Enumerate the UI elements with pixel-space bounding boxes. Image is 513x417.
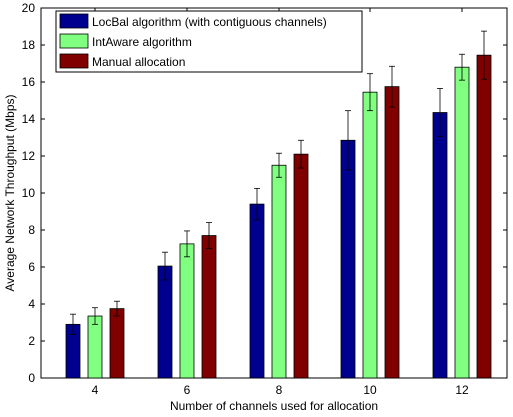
bar-series-1-6 — [157, 265, 173, 379]
y-tick-label: 10 — [22, 186, 36, 200]
bar-series-2-12 — [454, 66, 470, 379]
y-tick-label: 18 — [22, 38, 36, 52]
bars — [65, 54, 492, 379]
y-tick-label: 20 — [22, 1, 36, 15]
legend-swatch — [59, 33, 89, 49]
bar-series-3-8 — [293, 153, 309, 379]
legend-swatch — [59, 13, 89, 29]
error-bars — [70, 30, 487, 335]
bar-series-3-6 — [201, 235, 217, 379]
bar-series-3-10 — [384, 86, 400, 379]
x-tick-label: 4 — [92, 383, 99, 397]
y-axis-label: Average Network Throughput (Mbps) — [3, 95, 17, 292]
y-tick-label: 6 — [28, 260, 35, 274]
y-tick-label: 8 — [28, 223, 35, 237]
x-axis-label: Number of channels used for allocation — [170, 399, 378, 413]
y-axis: 0 2 4 6 8 10 12 14 16 18 20 — [22, 1, 507, 385]
bar-series-2-8 — [271, 164, 287, 379]
bar-series-2-4 — [87, 315, 103, 379]
legend-label: Manual allocation — [92, 55, 185, 69]
bar-series-1-10 — [340, 139, 356, 379]
x-tick-label: 12 — [455, 383, 469, 397]
bar-series-1-8 — [249, 203, 265, 379]
legend-label: LocBal algorithm (with contiguous channe… — [92, 15, 327, 29]
x-tick-label: 8 — [276, 383, 283, 397]
y-tick-label: 0 — [28, 371, 35, 385]
y-tick-label: 12 — [22, 149, 36, 163]
x-tick-label: 6 — [184, 383, 191, 397]
x-tick-label: 10 — [363, 383, 377, 397]
legend-label: IntAware algorithm — [92, 35, 192, 49]
y-tick-label: 14 — [22, 112, 36, 126]
y-tick-label: 4 — [28, 297, 35, 311]
legend-box — [55, 10, 363, 73]
bar-series-1-12 — [432, 112, 448, 379]
y-tick-label: 16 — [22, 75, 36, 89]
bar-series-2-10 — [362, 91, 378, 379]
bar-series-3-12 — [476, 54, 492, 379]
legend: LocBal algorithm (with contiguous channe… — [55, 10, 363, 73]
legend-swatch — [59, 53, 89, 69]
y-tick-label: 2 — [28, 334, 35, 348]
bar-series-2-6 — [179, 243, 195, 379]
bar-series-3-4 — [109, 308, 125, 379]
